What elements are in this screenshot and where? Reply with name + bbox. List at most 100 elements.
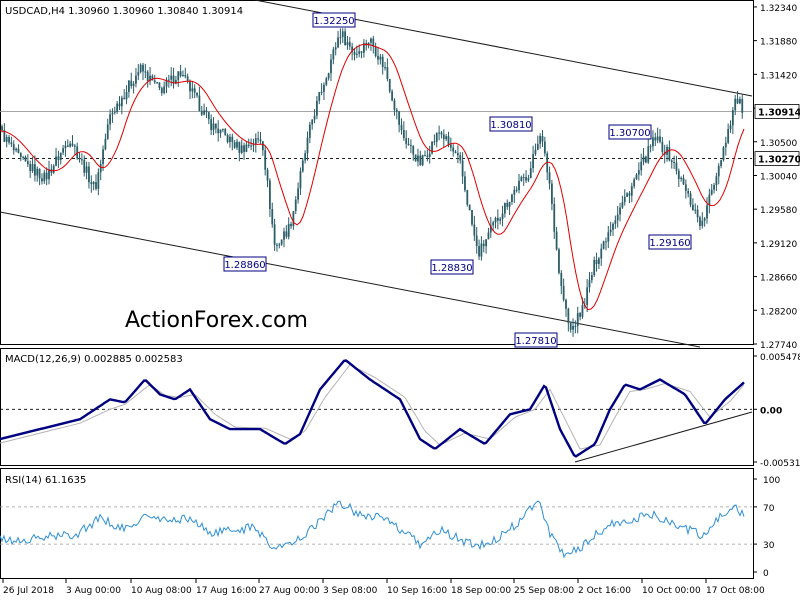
price-label-box	[312, 12, 356, 28]
candle-body	[22, 156, 25, 158]
candle-body	[565, 299, 567, 309]
candle-body	[696, 209, 699, 218]
candle-body	[551, 183, 553, 204]
rsi-axis: 100 70 30 0	[753, 476, 780, 579]
price-label-text: 1.32250	[313, 16, 354, 27]
candle-body	[656, 136, 659, 141]
rsi-tick-label: 100	[763, 476, 780, 486]
candle-body	[548, 172, 551, 184]
candle-body	[219, 129, 222, 134]
candle-body	[612, 223, 614, 230]
candle-body	[332, 49, 335, 60]
candle-body	[341, 31, 344, 37]
candle-body	[574, 325, 577, 327]
candle-body	[163, 86, 166, 94]
candle-body	[106, 124, 109, 139]
candle-body	[247, 144, 250, 146]
time-tick-label: 3 Sep 08:00	[323, 586, 378, 596]
candle-body	[276, 244, 278, 246]
candle-body	[473, 224, 476, 236]
candle-body	[501, 213, 504, 219]
candle-body	[233, 142, 236, 148]
candle-body	[431, 141, 433, 154]
rsi-panel-frame	[0, 468, 754, 579]
candle-body	[739, 98, 741, 104]
candle-body	[111, 112, 114, 115]
candle-body	[642, 156, 645, 162]
candle-body	[445, 136, 448, 140]
candle-body	[17, 148, 20, 153]
candle-body	[489, 225, 492, 233]
candle-body	[457, 153, 459, 156]
candle-body	[438, 132, 440, 134]
macd-panel-frame	[0, 348, 754, 466]
price-tick-label: 1.29120	[760, 240, 797, 250]
candle-body	[339, 36, 342, 38]
candle-body	[34, 164, 36, 176]
candle-body	[724, 142, 727, 148]
candle-body	[736, 98, 739, 104]
candle-body	[285, 231, 288, 237]
macd-title: MACD(12,26,9) 0.002885 0.002583	[5, 354, 183, 365]
candle-body	[628, 193, 631, 196]
candle-body	[85, 166, 88, 173]
candle-body	[238, 141, 241, 153]
time-tick-label: 2 Oct 16:00	[578, 586, 631, 596]
candle-body	[720, 160, 722, 166]
candle-body	[73, 145, 76, 147]
time-tick-label: 3 Aug 00:00	[66, 586, 121, 596]
level-price-tag	[754, 151, 800, 167]
candle-body	[52, 165, 55, 173]
candle-body	[717, 165, 720, 177]
candle-body	[713, 185, 715, 190]
price-tick-label: 1.27740	[760, 341, 797, 351]
candle-body	[567, 308, 570, 323]
candle-body	[576, 313, 579, 326]
candle-body	[569, 322, 572, 330]
candle-body	[95, 182, 97, 189]
candle-body	[673, 162, 675, 164]
price-tick-label: 1.28660	[760, 274, 797, 284]
price-label-box	[514, 332, 558, 348]
time-tick-label: 18 Sep 00:00	[451, 586, 511, 596]
candle-body	[344, 31, 346, 46]
candle-body	[395, 109, 398, 112]
candle-body	[454, 151, 457, 154]
candle-body	[323, 84, 325, 92]
candle-body	[55, 156, 57, 166]
candle-body	[687, 190, 690, 194]
candle-body	[692, 204, 694, 211]
candle-body	[421, 155, 424, 166]
candle-body	[496, 217, 499, 221]
candle-body	[327, 73, 330, 79]
candle-body	[684, 184, 687, 191]
candle-body	[196, 92, 198, 96]
candle-body	[66, 145, 69, 147]
price-label-text: 1.28830	[431, 263, 472, 274]
candle-body	[522, 177, 525, 179]
candle-body	[292, 211, 295, 227]
candle-body	[189, 80, 191, 92]
candle-body	[226, 135, 229, 143]
candle-body	[487, 232, 490, 240]
candle-body	[167, 79, 170, 81]
macd-signal-line	[0, 363, 745, 450]
candle-body	[558, 249, 560, 273]
candle-body	[353, 51, 356, 55]
candle-body	[417, 155, 419, 162]
candle-body	[482, 243, 485, 247]
candle-body	[116, 103, 119, 112]
candle-body	[499, 218, 502, 221]
price-tick-label: 1.29580	[760, 206, 797, 216]
candle-body	[179, 71, 182, 76]
candle-body	[428, 153, 431, 157]
candle-body	[595, 260, 598, 264]
candle-body	[555, 231, 558, 250]
price-axis: 1.323401.318801.314201.309601.305001.300…	[753, 4, 800, 351]
candle-body	[654, 137, 657, 141]
candle-body	[384, 67, 386, 69]
candle-body	[675, 162, 678, 171]
candle-body	[90, 182, 93, 185]
price-label-text: 1.30810	[490, 120, 531, 131]
